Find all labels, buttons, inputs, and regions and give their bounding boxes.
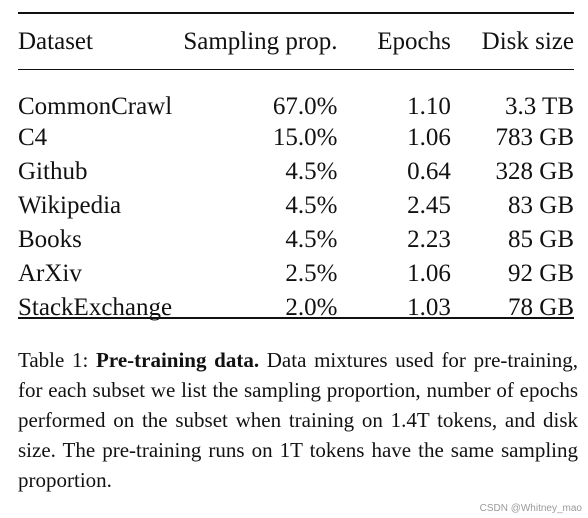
- table-row: C4 15.0% 1.06 783 GB: [18, 120, 574, 154]
- column-header: Dataset: [18, 27, 93, 55]
- column-header: Sampling prop.: [183, 27, 338, 55]
- sampling-prop-cell: 4.5%: [285, 225, 338, 253]
- pretraining-data-table: Dataset Sampling prop. Epochs Disk size …: [18, 0, 574, 324]
- table-row: CommonCrawl 67.0% 1.10 3.3 TB: [18, 86, 574, 120]
- table-caption: Table 1: Pre-training data. Data mixture…: [18, 345, 578, 495]
- column-header: Epochs: [377, 27, 451, 55]
- table-row: Github 4.5% 0.64 328 GB: [18, 154, 574, 188]
- disk-size-cell: 3.3 TB: [505, 92, 574, 120]
- bottom-rule: [18, 317, 574, 319]
- epochs-cell: 1.03: [407, 293, 451, 321]
- sampling-prop-cell: 2.0%: [285, 293, 338, 321]
- disk-size-cell: 783 GB: [495, 123, 574, 151]
- epochs-cell: 1.10: [407, 92, 451, 120]
- disk-size-cell: 328 GB: [495, 157, 574, 185]
- table-header-row: Dataset Sampling prop. Epochs Disk size: [18, 0, 574, 86]
- caption-text: Data mixtures used for pre-training, for…: [18, 348, 578, 492]
- sampling-prop-cell: 15.0%: [272, 123, 338, 151]
- dataset-cell: Books: [18, 225, 82, 253]
- header-rule: [18, 69, 574, 70]
- sampling-prop-cell: 4.5%: [285, 157, 338, 185]
- disk-size-cell: 92 GB: [508, 259, 574, 287]
- dataset-cell: CommonCrawl: [18, 92, 173, 120]
- dataset-cell: Wikipedia: [18, 191, 122, 219]
- dataset-cell: Github: [18, 157, 88, 185]
- epochs-cell: 0.64: [407, 157, 451, 185]
- dataset-cell: C4: [18, 123, 48, 151]
- disk-size-cell: 83 GB: [508, 191, 574, 219]
- table-row: StackExchange 2.0% 1.03 78 GB: [18, 290, 574, 324]
- top-rule: [18, 12, 574, 14]
- sampling-prop-cell: 4.5%: [285, 191, 338, 219]
- sampling-prop-cell: 67.0%: [272, 92, 338, 120]
- table-row: Wikipedia 4.5% 2.45 83 GB: [18, 188, 574, 222]
- table-row: ArXiv 2.5% 1.06 92 GB: [18, 256, 574, 290]
- epochs-cell: 2.45: [407, 191, 451, 219]
- disk-size-cell: 85 GB: [508, 225, 574, 253]
- caption-title: Pre-training data.: [96, 348, 260, 372]
- dataset-cell: StackExchange: [18, 293, 173, 321]
- disk-size-cell: 78 GB: [508, 293, 574, 321]
- watermark: CSDN @Whitney_mao: [479, 503, 582, 514]
- dataset-cell: ArXiv: [18, 259, 82, 287]
- epochs-cell: 1.06: [407, 123, 451, 151]
- epochs-cell: 2.23: [407, 225, 451, 253]
- epochs-cell: 1.06: [407, 259, 451, 287]
- caption-label: Table 1:: [18, 348, 89, 372]
- table-row: Books 4.5% 2.23 85 GB: [18, 222, 574, 256]
- sampling-prop-cell: 2.5%: [285, 259, 338, 287]
- column-header: Disk size: [481, 27, 574, 55]
